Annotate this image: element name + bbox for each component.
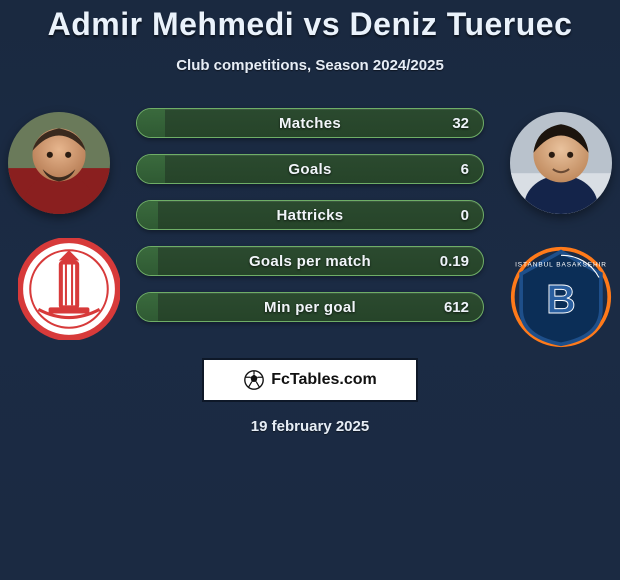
attribution-box: FcTables.com	[202, 358, 418, 402]
club-left-icon	[18, 238, 120, 340]
stat-label: Matches	[137, 109, 483, 137]
stat-row: Goals 6	[136, 154, 484, 184]
comparison-stage: B B ISTANBUL BASAKSEHIR Matches 32 Goals…	[0, 98, 620, 458]
club-right-icon: B B ISTANBUL BASAKSEHIR	[510, 241, 612, 353]
stat-row: Goals per match 0.19	[136, 246, 484, 276]
stat-value-right: 612	[444, 293, 469, 321]
date-text: 19 february 2025	[0, 418, 620, 435]
stat-value-right: 0	[461, 201, 469, 229]
stat-label: Min per goal	[137, 293, 483, 321]
page-title: Admir Mehmedi vs Deniz Tueruec	[0, 0, 620, 43]
avatar-right-icon	[510, 112, 612, 214]
attribution-text: FcTables.com	[271, 371, 377, 389]
svg-text:B: B	[546, 276, 575, 322]
stat-row: Hattricks 0	[136, 200, 484, 230]
stat-value-right: 6	[461, 155, 469, 183]
avatar-left-icon	[8, 112, 110, 214]
stat-label: Hattricks	[137, 201, 483, 229]
stat-row: Min per goal 612	[136, 292, 484, 322]
stat-value-right: 32	[452, 109, 469, 137]
soccer-ball-icon	[243, 369, 265, 391]
stat-bars: Matches 32 Goals 6 Hattricks 0 Goals per…	[136, 108, 484, 322]
player-left-avatar	[8, 112, 110, 214]
svg-text:ISTANBUL BASAKSEHIR: ISTANBUL BASAKSEHIR	[515, 261, 607, 268]
stat-label: Goals per match	[137, 247, 483, 275]
stat-row: Matches 32	[136, 108, 484, 138]
page-subtitle: Club competitions, Season 2024/2025	[0, 57, 620, 74]
stat-label: Goals	[137, 155, 483, 183]
stat-value-right: 0.19	[440, 247, 469, 275]
club-right-badge: B B ISTANBUL BASAKSEHIR	[510, 246, 612, 348]
player-right-avatar	[510, 112, 612, 214]
club-left-badge	[18, 238, 120, 340]
